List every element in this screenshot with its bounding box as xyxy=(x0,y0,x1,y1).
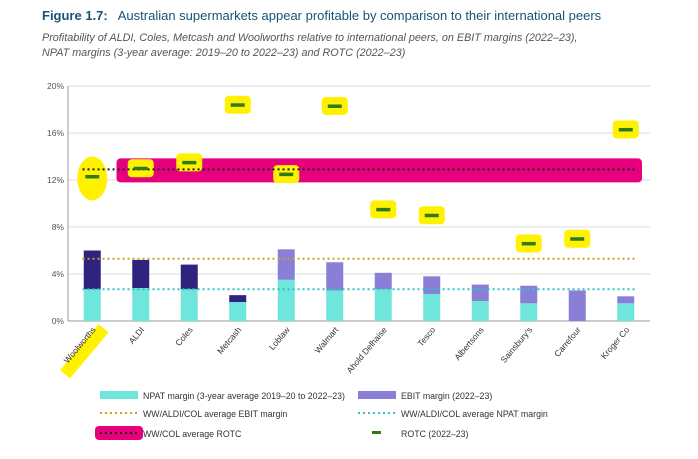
legend-label-ebit: EBIT margin (2022–23) xyxy=(401,391,492,401)
ebit-bar-1 xyxy=(132,259,150,289)
ebit-bar-5 xyxy=(326,262,344,291)
figure-subtitle-line1: Profitability of ALDI, Coles, Metcash an… xyxy=(42,32,578,44)
y-tick-label-5: 20% xyxy=(47,81,64,91)
figure-title-text: Australian supermarkets appear profitabl… xyxy=(117,8,602,23)
figure-header: Figure 1.7: Australian supermarkets appea… xyxy=(42,8,692,61)
rotc-marker-9 xyxy=(521,241,536,246)
legend-swatch-rotc xyxy=(372,431,381,434)
ebit-bar-2 xyxy=(180,264,198,290)
legend-highlight-rotc-avg xyxy=(95,426,143,440)
npat-bar-3 xyxy=(229,302,247,321)
rotc-marker-4 xyxy=(279,172,294,177)
rotc-marker-6 xyxy=(376,207,391,212)
x-tick-label-6: Ahold Delhaise xyxy=(344,325,389,375)
npat-bar-8 xyxy=(471,301,489,321)
x-tick-label-9: Sainsbury's xyxy=(499,325,535,365)
rotc-marker-2 xyxy=(182,160,197,165)
ebit-bar-6 xyxy=(374,272,392,290)
x-tick-label-10: Carrefour xyxy=(552,325,583,359)
ebit-bar-7 xyxy=(423,276,441,294)
x-tick-label-7: Tesco xyxy=(415,325,437,349)
rotc-marker-0 xyxy=(85,174,100,179)
x-tick-label-2: Coles xyxy=(173,325,195,348)
rotc-marker-10 xyxy=(570,237,585,241)
rotc-marker-7 xyxy=(424,213,439,218)
y-tick-label-4: 16% xyxy=(47,128,64,138)
rotc-marker-5 xyxy=(327,104,342,108)
y-tick-label-2: 8% xyxy=(52,222,65,232)
npat-bar-6 xyxy=(374,289,392,321)
npat-bar-5 xyxy=(326,290,344,321)
legend-label-rotc-avg: WW/COL average ROTC xyxy=(143,429,242,439)
npat-bar-2 xyxy=(180,289,198,321)
highlight-annotations xyxy=(77,95,642,253)
rotc-marker-11 xyxy=(618,127,633,132)
figure-subtitle: Profitability of ALDI, Coles, Metcash an… xyxy=(42,31,692,61)
npat-bar-0 xyxy=(83,289,101,321)
legend-label-ebit-avg: WW/ALDI/COL average EBIT margin xyxy=(143,409,287,419)
x-tick-label-3: Metcash xyxy=(215,325,243,356)
figure-subtitle-line2: NPAT margins (3-year average: 2019–20 to… xyxy=(42,47,406,59)
y-tick-label-1: 4% xyxy=(52,269,65,279)
reference-lines xyxy=(82,168,636,291)
rotc-marker-3 xyxy=(230,103,245,107)
x-tick-label-4: Loblaw xyxy=(267,324,293,352)
legend: NPAT margin (3-year average 2019–20 to 2… xyxy=(95,391,548,440)
ebit-bar-3 xyxy=(229,295,247,303)
npat-bar-4 xyxy=(277,279,295,321)
rotc-markers xyxy=(85,103,633,246)
ebit-bar-4 xyxy=(277,249,295,280)
ebit-bar-10 xyxy=(568,290,586,321)
ebit-bar-0 xyxy=(83,250,101,290)
y-tick-label-0: 0% xyxy=(52,316,65,326)
gridlines xyxy=(67,85,650,322)
x-tick-label-1: ALDI xyxy=(126,325,146,346)
legend-swatch-npat xyxy=(100,391,138,399)
rotc-marker-1 xyxy=(133,166,148,171)
x-axis: Woolworths ALDI Coles Metcash Loblaw Walmart A… xyxy=(60,324,632,379)
y-axis: 0% 4% 8% 12% 16% 20% xyxy=(47,81,64,326)
npat-bar-11 xyxy=(617,303,635,321)
npat-bar-1 xyxy=(132,288,150,321)
ebit-bar-11 xyxy=(617,296,635,304)
legend-label-npat-avg: WW/ALDI/COL average NPAT margin xyxy=(401,409,548,419)
x-tick-label-8: Albertsons xyxy=(452,325,485,362)
legend-swatch-ebit xyxy=(358,391,396,399)
y-tick-label-3: 12% xyxy=(47,175,64,185)
highlight-woolworths-label xyxy=(60,324,109,379)
bars xyxy=(83,249,635,321)
legend-label-npat: NPAT margin (3-year average 2019–20 to 2… xyxy=(143,391,345,401)
npat-bar-9 xyxy=(520,303,538,321)
legend-label-rotc: ROTC (2022–23) xyxy=(401,429,469,439)
x-tick-label-11: Kroger Co xyxy=(599,325,632,361)
npat-bar-7 xyxy=(423,293,441,321)
x-tick-label-5: Walmart xyxy=(312,324,340,355)
figure-number: Figure 1.7: xyxy=(42,8,108,23)
ebit-bar-8 xyxy=(471,284,489,302)
figure-title: Figure 1.7: Australian supermarkets appea… xyxy=(42,8,692,23)
